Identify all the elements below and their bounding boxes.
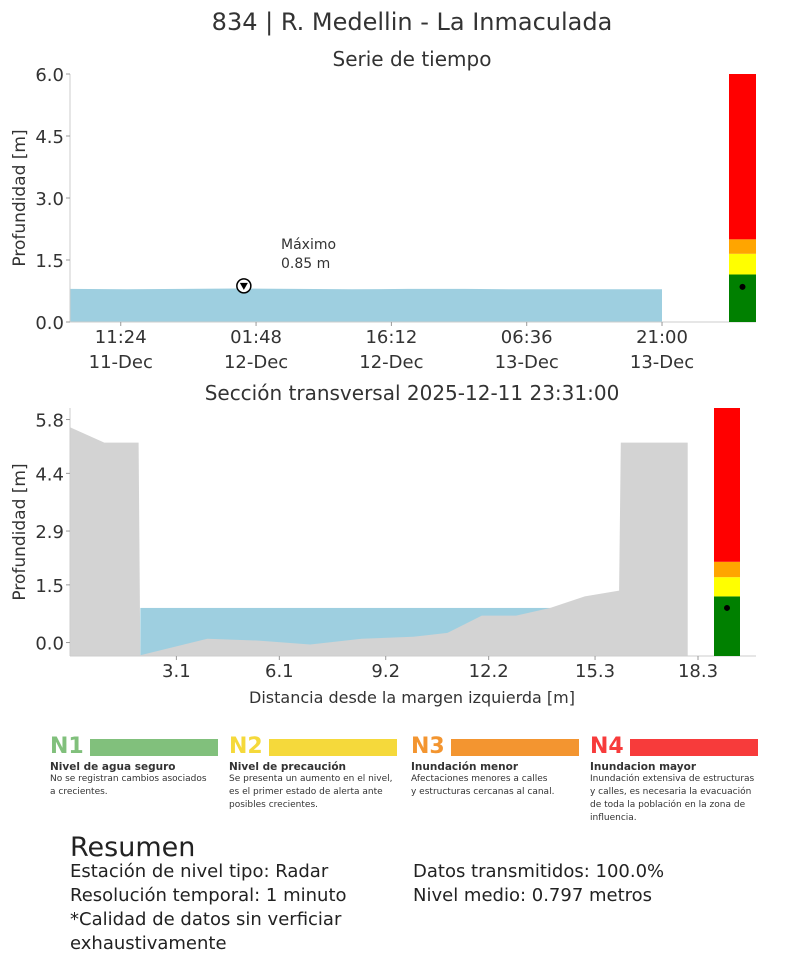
- legend-n4-desc-line: influencia.: [590, 813, 637, 823]
- summary-right: Datos transmitidos: 100.0% Nivel medio: …: [413, 860, 664, 908]
- summary-left: Estación de nivel tipo: Radar Resolución…: [70, 860, 347, 956]
- y-tick-label: 5.8: [35, 411, 64, 432]
- legend-n2-code: N2: [229, 734, 263, 759]
- legend-n1-desc-line: No se registran cambios asociados: [50, 774, 207, 784]
- x-tick-time-label: 21:00: [636, 327, 688, 348]
- ts-alert-bar-level: [729, 253, 756, 275]
- x-tick-time-label: 11:24: [95, 327, 147, 348]
- x-tick-label: 9.2: [371, 661, 400, 682]
- legend-n1-desc-line: a crecientes.: [50, 787, 108, 797]
- ts-alert-bar-level: [729, 274, 756, 322]
- legend-n1: N1 Nivel de agua seguro No se registran …: [50, 735, 218, 799]
- time-series-ylabel: Profundidad [m]: [10, 129, 30, 266]
- page-title: 834 | R. Medellin - La Inmaculada: [212, 8, 613, 36]
- legend-n4-title: Inundacion mayor: [590, 761, 697, 773]
- x-tick-date-label: 12-Dec: [224, 352, 288, 373]
- ts-alert-bar-level: [729, 239, 756, 254]
- summary-line: *Calidad de datos sin verficiar: [70, 909, 342, 930]
- charts-canvas: 834 | R. Medellin - La Inmaculada Serie …: [10, 8, 756, 707]
- cs-alert-bar-current-marker: [724, 604, 730, 611]
- x-tick-time-label: 06:36: [501, 327, 553, 348]
- ts-alert-bar-current-marker: [739, 283, 746, 290]
- x-tick-label: 6.1: [265, 661, 294, 682]
- cross-section-subtitle: Sección transversal 2025-12-11 23:31:00: [205, 381, 620, 405]
- summary-line: Datos transmitidos: 100.0%: [413, 861, 665, 882]
- max-marker-triangle: [239, 282, 248, 290]
- legend-n3-bar: [450, 738, 579, 756]
- x-tick-label: 18.3: [678, 661, 718, 682]
- max-label: Máximo: [281, 237, 336, 253]
- x-tick-time-label: 01:48: [230, 327, 282, 348]
- water-depth-area: [70, 288, 662, 322]
- y-tick-label: 2.9: [35, 522, 64, 543]
- legend-n2-desc-line: posibles crecientes.: [229, 800, 319, 810]
- legend-n3-title: Inundación menor: [411, 761, 519, 773]
- x-tick-date-label: 12-Dec: [359, 352, 423, 373]
- legend-n1-code: N1: [50, 734, 84, 759]
- legend-n2-desc-line: Se presenta un aumento en el nivel,: [229, 774, 393, 784]
- y-tick-label: 6.0: [35, 65, 64, 86]
- time-series-chart: Serie de tiempo 0.0 1.5 3.0 4.5 6.0 11:24 11-D…: [10, 47, 756, 373]
- x-tick-date-label: 13-Dec: [495, 352, 559, 373]
- legend-n3-desc-line: Afectaciones menores a calles: [411, 774, 548, 784]
- legend-n4-desc-line: y calles, es necesaria la evacuación: [590, 787, 752, 797]
- legend-n3-desc-line: y estructuras cercanas al canal.: [411, 787, 555, 797]
- legend-n4: N4 Inundacion mayor Inundación extensiva…: [590, 735, 758, 825]
- legend-n2: N2 Nivel de precaución Se presenta un au…: [229, 735, 397, 812]
- summary-line: Estación de nivel tipo: Radar: [70, 861, 329, 882]
- x-tick-label: 15.3: [575, 661, 615, 682]
- cross-section-chart: Sección transversal 2025-12-11 23:31:00 …: [10, 381, 756, 707]
- legend-n2-desc-line: es el primer estado de alerta ante: [229, 787, 383, 797]
- legend-n4-desc-line: Inundación extensiva de estructuras: [590, 774, 755, 784]
- y-tick-label: 1.5: [35, 576, 64, 597]
- legend-n3: N3 Inundación menor Afectaciones menores…: [411, 735, 579, 799]
- summary-line: Nivel medio: 0.797 metros: [413, 885, 653, 906]
- y-tick-label: 3.0: [35, 189, 64, 210]
- summary-line: exhaustivamente: [70, 933, 227, 954]
- legend-n2-bar: [268, 738, 397, 756]
- legend-n4-desc-line: de toda la población en la zona de: [590, 800, 746, 810]
- summary-line: Resolución temporal: 1 minuto: [70, 885, 347, 906]
- x-tick-date-label: 13-Dec: [630, 352, 694, 373]
- x-tick-label: 3.1: [162, 661, 191, 682]
- max-value: 0.85 m: [281, 256, 330, 272]
- cs-alert-bar-level: [714, 561, 740, 578]
- time-series-subtitle: Serie de tiempo: [333, 47, 492, 71]
- legend-n2-title: Nivel de precaución: [229, 761, 347, 773]
- x-tick-time-label: 16:12: [365, 327, 417, 348]
- x-tick-label: 12.2: [469, 661, 509, 682]
- legend-n4-bar: [629, 738, 758, 756]
- cross-section-xlabel: Distancia desde la margen izquierda [m]: [249, 688, 575, 707]
- legend-n3-code: N3: [411, 734, 445, 759]
- cs-alert-bar-level: [714, 577, 740, 597]
- y-tick-label: 0.0: [35, 634, 64, 655]
- summary-title: Resumen: [70, 832, 196, 863]
- legend-n4-code: N4: [590, 734, 624, 759]
- x-tick-date-label: 11-Dec: [89, 352, 153, 373]
- y-tick-label: 0.0: [35, 313, 64, 334]
- riverbed-profile: [70, 427, 688, 656]
- cross-section-ylabel: Profundidad [m]: [10, 463, 30, 600]
- legend-n1-bar: [89, 738, 218, 756]
- y-tick-label: 4.4: [35, 464, 64, 485]
- cs-alert-bar-level: [714, 408, 740, 562]
- ts-alert-bar-level: [729, 74, 756, 240]
- y-tick-label: 4.5: [35, 127, 64, 148]
- legend-n1-title: Nivel de agua seguro: [50, 761, 176, 773]
- y-tick-label: 1.5: [35, 251, 64, 272]
